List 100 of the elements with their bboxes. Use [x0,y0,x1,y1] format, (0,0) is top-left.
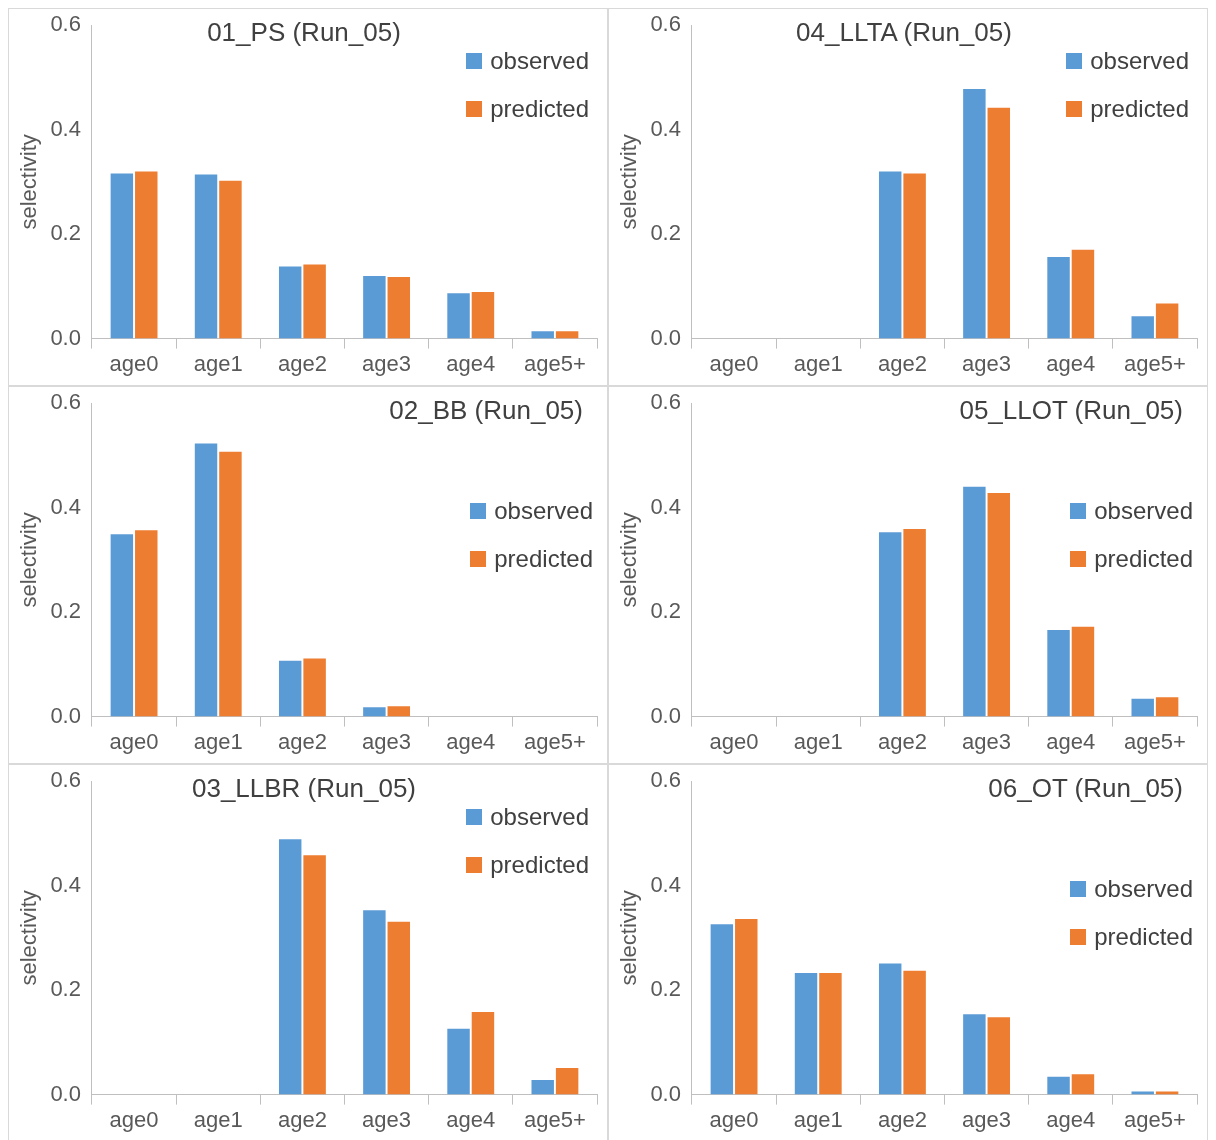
bar [1131,1091,1154,1095]
bar [1131,316,1154,339]
bar [110,534,134,717]
bar [903,529,926,717]
x-tick-label: age1 [193,350,243,376]
y-tick-label: 0.4 [50,871,81,897]
bar [363,275,386,339]
bar [303,658,326,717]
y-tick-label: 0.0 [50,1080,81,1106]
chart-title: 03_LLBR (Run_05) [190,773,417,804]
bar [1047,1076,1070,1095]
x-tick-label: age2 [877,728,927,754]
y-axis-title: selectivity [16,134,42,230]
x-tick-label: age2 [877,1106,927,1132]
x-tick-label: age1 [793,1106,843,1132]
bar [903,970,926,1095]
x-tick-label: age5+ [524,1106,586,1132]
x-tick-label: age2 [277,728,327,754]
y-axis-title: selectivity [16,512,42,608]
bar [387,276,411,339]
bar [278,660,302,717]
bar [387,706,411,717]
y-tick-label: 0.6 [650,767,681,793]
bar [1131,698,1154,717]
bar [878,532,902,717]
legend-label: predicted [490,95,589,123]
legend-label: observed [1090,47,1189,75]
bar [710,924,734,1095]
x-tick-label: age5+ [1124,350,1186,376]
bar [735,919,758,1095]
y-tick-label: 0.2 [50,598,81,624]
y-tick-label: 0.4 [50,493,81,519]
bar [219,180,242,339]
bar [1071,626,1095,717]
y-tick-label: 0.0 [650,1080,681,1106]
bar [194,174,218,339]
bar [987,107,1011,339]
y-axis-title: selectivity [16,890,42,986]
x-tick-label: age1 [193,1106,243,1132]
bar [1155,303,1179,339]
y-tick-label: 0.2 [650,976,681,1002]
bar [1071,249,1095,339]
bar [1155,697,1179,717]
y-tick-label: 0.0 [650,324,681,350]
bar [1155,1091,1179,1095]
bar [363,910,386,1095]
legend-label: observed [1094,497,1193,525]
bar [110,173,134,339]
legend-label: observed [494,497,593,525]
bar [471,1012,495,1095]
bar [987,1017,1011,1095]
legend-label: predicted [1090,95,1189,123]
bar [987,493,1011,717]
bar [903,173,926,339]
x-tick-label: age3 [362,728,412,754]
bar [555,1067,579,1095]
x-tick-label: age0 [709,728,759,754]
y-tick-label: 0.2 [50,976,81,1002]
chart-title: 06_OT (Run_05) [988,773,1183,804]
legend-label: predicted [1094,545,1193,573]
bar [278,839,302,1095]
x-tick-label: age5+ [524,350,586,376]
y-tick-label: 0.4 [650,871,681,897]
x-tick-label: age2 [277,1106,327,1132]
bar [135,171,158,339]
bar [387,921,411,1095]
x-tick-label: age3 [962,350,1012,376]
bar [447,293,470,339]
x-tick-label: age5+ [524,728,586,754]
x-tick-label: age3 [962,1106,1012,1132]
y-tick-label: 0.0 [50,702,81,728]
x-tick-label: age5+ [1124,728,1186,754]
y-tick-label: 0.0 [650,702,681,728]
bar [1071,1074,1095,1095]
bar [471,292,495,339]
x-tick-label: age4 [1046,728,1096,754]
bar [219,451,242,717]
y-tick-label: 0.6 [650,389,681,415]
bar [194,443,218,717]
bar [555,331,579,339]
y-axis-title: selectivity [616,890,642,986]
y-axis-title: selectivity [616,134,642,230]
legend-label: predicted [490,851,589,879]
y-tick-label: 0.6 [650,11,681,37]
bar [278,266,302,339]
bar [878,171,902,339]
x-tick-label: age0 [709,350,759,376]
legend-label: observed [490,47,589,75]
bar [794,972,818,1095]
y-tick-label: 0.6 [50,389,81,415]
bar [447,1028,470,1095]
y-tick-label: 0.4 [650,115,681,141]
x-tick-label: age4 [446,1106,496,1132]
x-tick-label: age3 [962,728,1012,754]
y-axis-title: selectivity [616,512,642,608]
y-tick-label: 0.2 [650,220,681,246]
x-tick-label: age3 [362,350,412,376]
chart-title: 01_PS (Run_05) [206,17,402,48]
bar [303,855,326,1095]
x-tick-label: age1 [793,350,843,376]
